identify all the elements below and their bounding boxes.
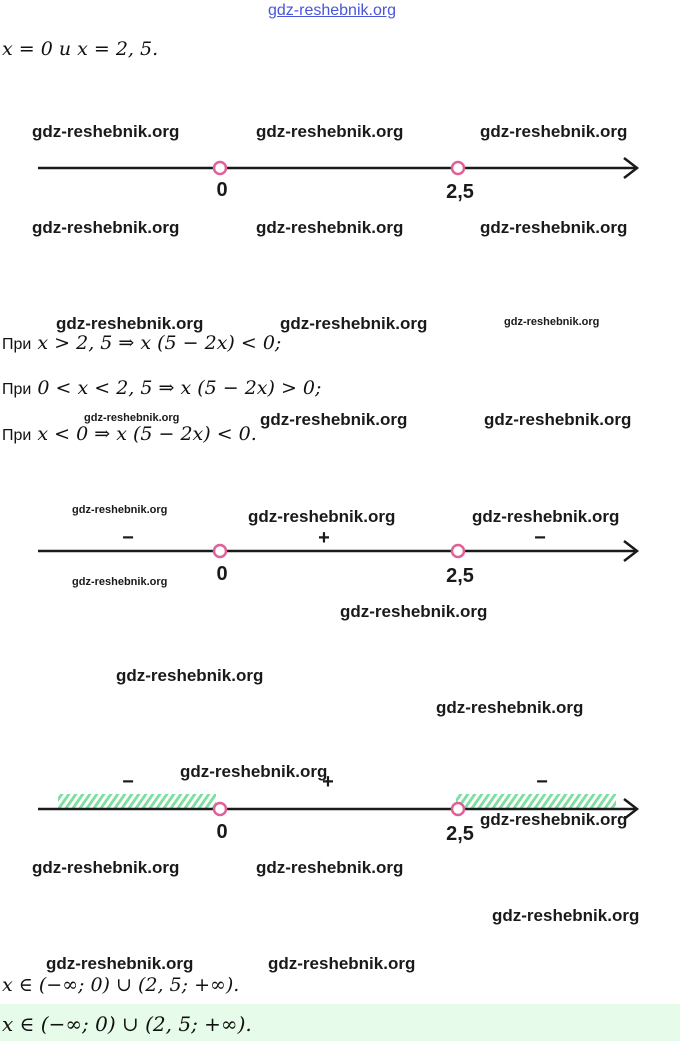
hatch-left-interval bbox=[58, 794, 216, 808]
answer-highlight-box bbox=[0, 1004, 680, 1041]
watermark: gdz-reshebnik.org bbox=[480, 810, 628, 829]
axis-arrow bbox=[623, 798, 640, 820]
label-zero: 0 bbox=[216, 563, 227, 585]
watermark: gdz-reshebnik.org bbox=[436, 698, 584, 717]
sign-rule-3: При x < 0 ⇒ x (5 − 2x) < 0. bbox=[2, 423, 257, 445]
open-point-zero bbox=[212, 801, 228, 817]
watermark: gdz-reshebnik.org bbox=[484, 410, 632, 429]
number-line-solution: − + − 0 2,5 bbox=[38, 771, 640, 845]
axis-arrow bbox=[623, 157, 640, 179]
sign-middle: + bbox=[322, 771, 334, 793]
watermark: gdz-reshebnik.org bbox=[180, 762, 328, 781]
number-line-signs: − + − 0 2,5 bbox=[38, 527, 640, 587]
sign-rule-1: При x > 2, 5 ⇒ x (5 − 2x) < 0; bbox=[2, 332, 282, 354]
open-point-zero bbox=[212, 160, 228, 176]
watermark: gdz-reshebnik.org bbox=[256, 122, 404, 141]
watermark: gdz-reshebnik.org bbox=[32, 858, 180, 877]
sign-middle: + bbox=[318, 527, 330, 549]
sign-rule-2: При 0 < x < 2, 5 ⇒ x (5 − 2x) > 0; bbox=[2, 377, 322, 399]
label-zero: 0 bbox=[216, 821, 227, 843]
number-line-roots: 0 2,5 bbox=[38, 157, 640, 203]
watermark: gdz-reshebnik.org bbox=[72, 576, 168, 588]
sign-left: − bbox=[122, 527, 134, 549]
label-two-five: 2,5 bbox=[446, 181, 474, 203]
watermark: gdz-reshebnik.org bbox=[472, 507, 620, 526]
watermark: gdz-reshebnik.org bbox=[268, 954, 416, 973]
watermark: gdz-reshebnik.org bbox=[116, 666, 264, 685]
watermark: gdz-reshebnik.org bbox=[480, 218, 628, 237]
axis-arrow bbox=[623, 540, 640, 562]
answer-line: x ∈ (−∞; 0) ∪ (2, 5; +∞). bbox=[2, 974, 240, 996]
watermark: gdz-reshebnik.org bbox=[46, 954, 194, 973]
label-two-five: 2,5 bbox=[446, 823, 474, 845]
watermark: gdz-reshebnik.org bbox=[480, 122, 628, 141]
sign-right: − bbox=[534, 527, 546, 549]
watermark: gdz-reshebnik.org bbox=[260, 410, 408, 429]
open-point-two-five bbox=[450, 801, 466, 817]
watermark: gdz-reshebnik.org bbox=[32, 218, 180, 237]
open-point-two-five bbox=[450, 543, 466, 559]
watermark: gdz-reshebnik.org bbox=[84, 412, 180, 424]
roots-equation: x = 0 и x = 2, 5. bbox=[2, 38, 159, 60]
watermark: gdz-reshebnik.org bbox=[492, 906, 640, 925]
sign-left: − bbox=[122, 771, 134, 793]
watermark: gdz-reshebnik.org bbox=[256, 858, 404, 877]
watermark: gdz-reshebnik.org bbox=[256, 218, 404, 237]
label-zero: 0 bbox=[216, 179, 227, 201]
label-two-five: 2,5 bbox=[446, 565, 474, 587]
header-watermark: gdz-reshebnik.org bbox=[268, 2, 397, 19]
watermark: gdz-reshebnik.org bbox=[56, 314, 204, 333]
watermark: gdz-reshebnik.org bbox=[504, 316, 600, 328]
watermark: gdz-reshebnik.org bbox=[32, 122, 180, 141]
watermark: gdz-reshebnik.org bbox=[340, 602, 488, 621]
watermark: gdz-reshebnik.org bbox=[72, 504, 168, 516]
sign-right: − bbox=[536, 771, 548, 793]
watermark: gdz-reshebnik.org bbox=[280, 314, 428, 333]
open-point-two-five bbox=[450, 160, 466, 176]
watermark: gdz-reshebnik.org bbox=[248, 507, 396, 526]
answer-highlighted: x ∈ (−∞; 0) ∪ (2, 5; +∞). bbox=[2, 1012, 252, 1036]
hatch-right-interval bbox=[456, 794, 616, 808]
open-point-zero bbox=[212, 543, 228, 559]
